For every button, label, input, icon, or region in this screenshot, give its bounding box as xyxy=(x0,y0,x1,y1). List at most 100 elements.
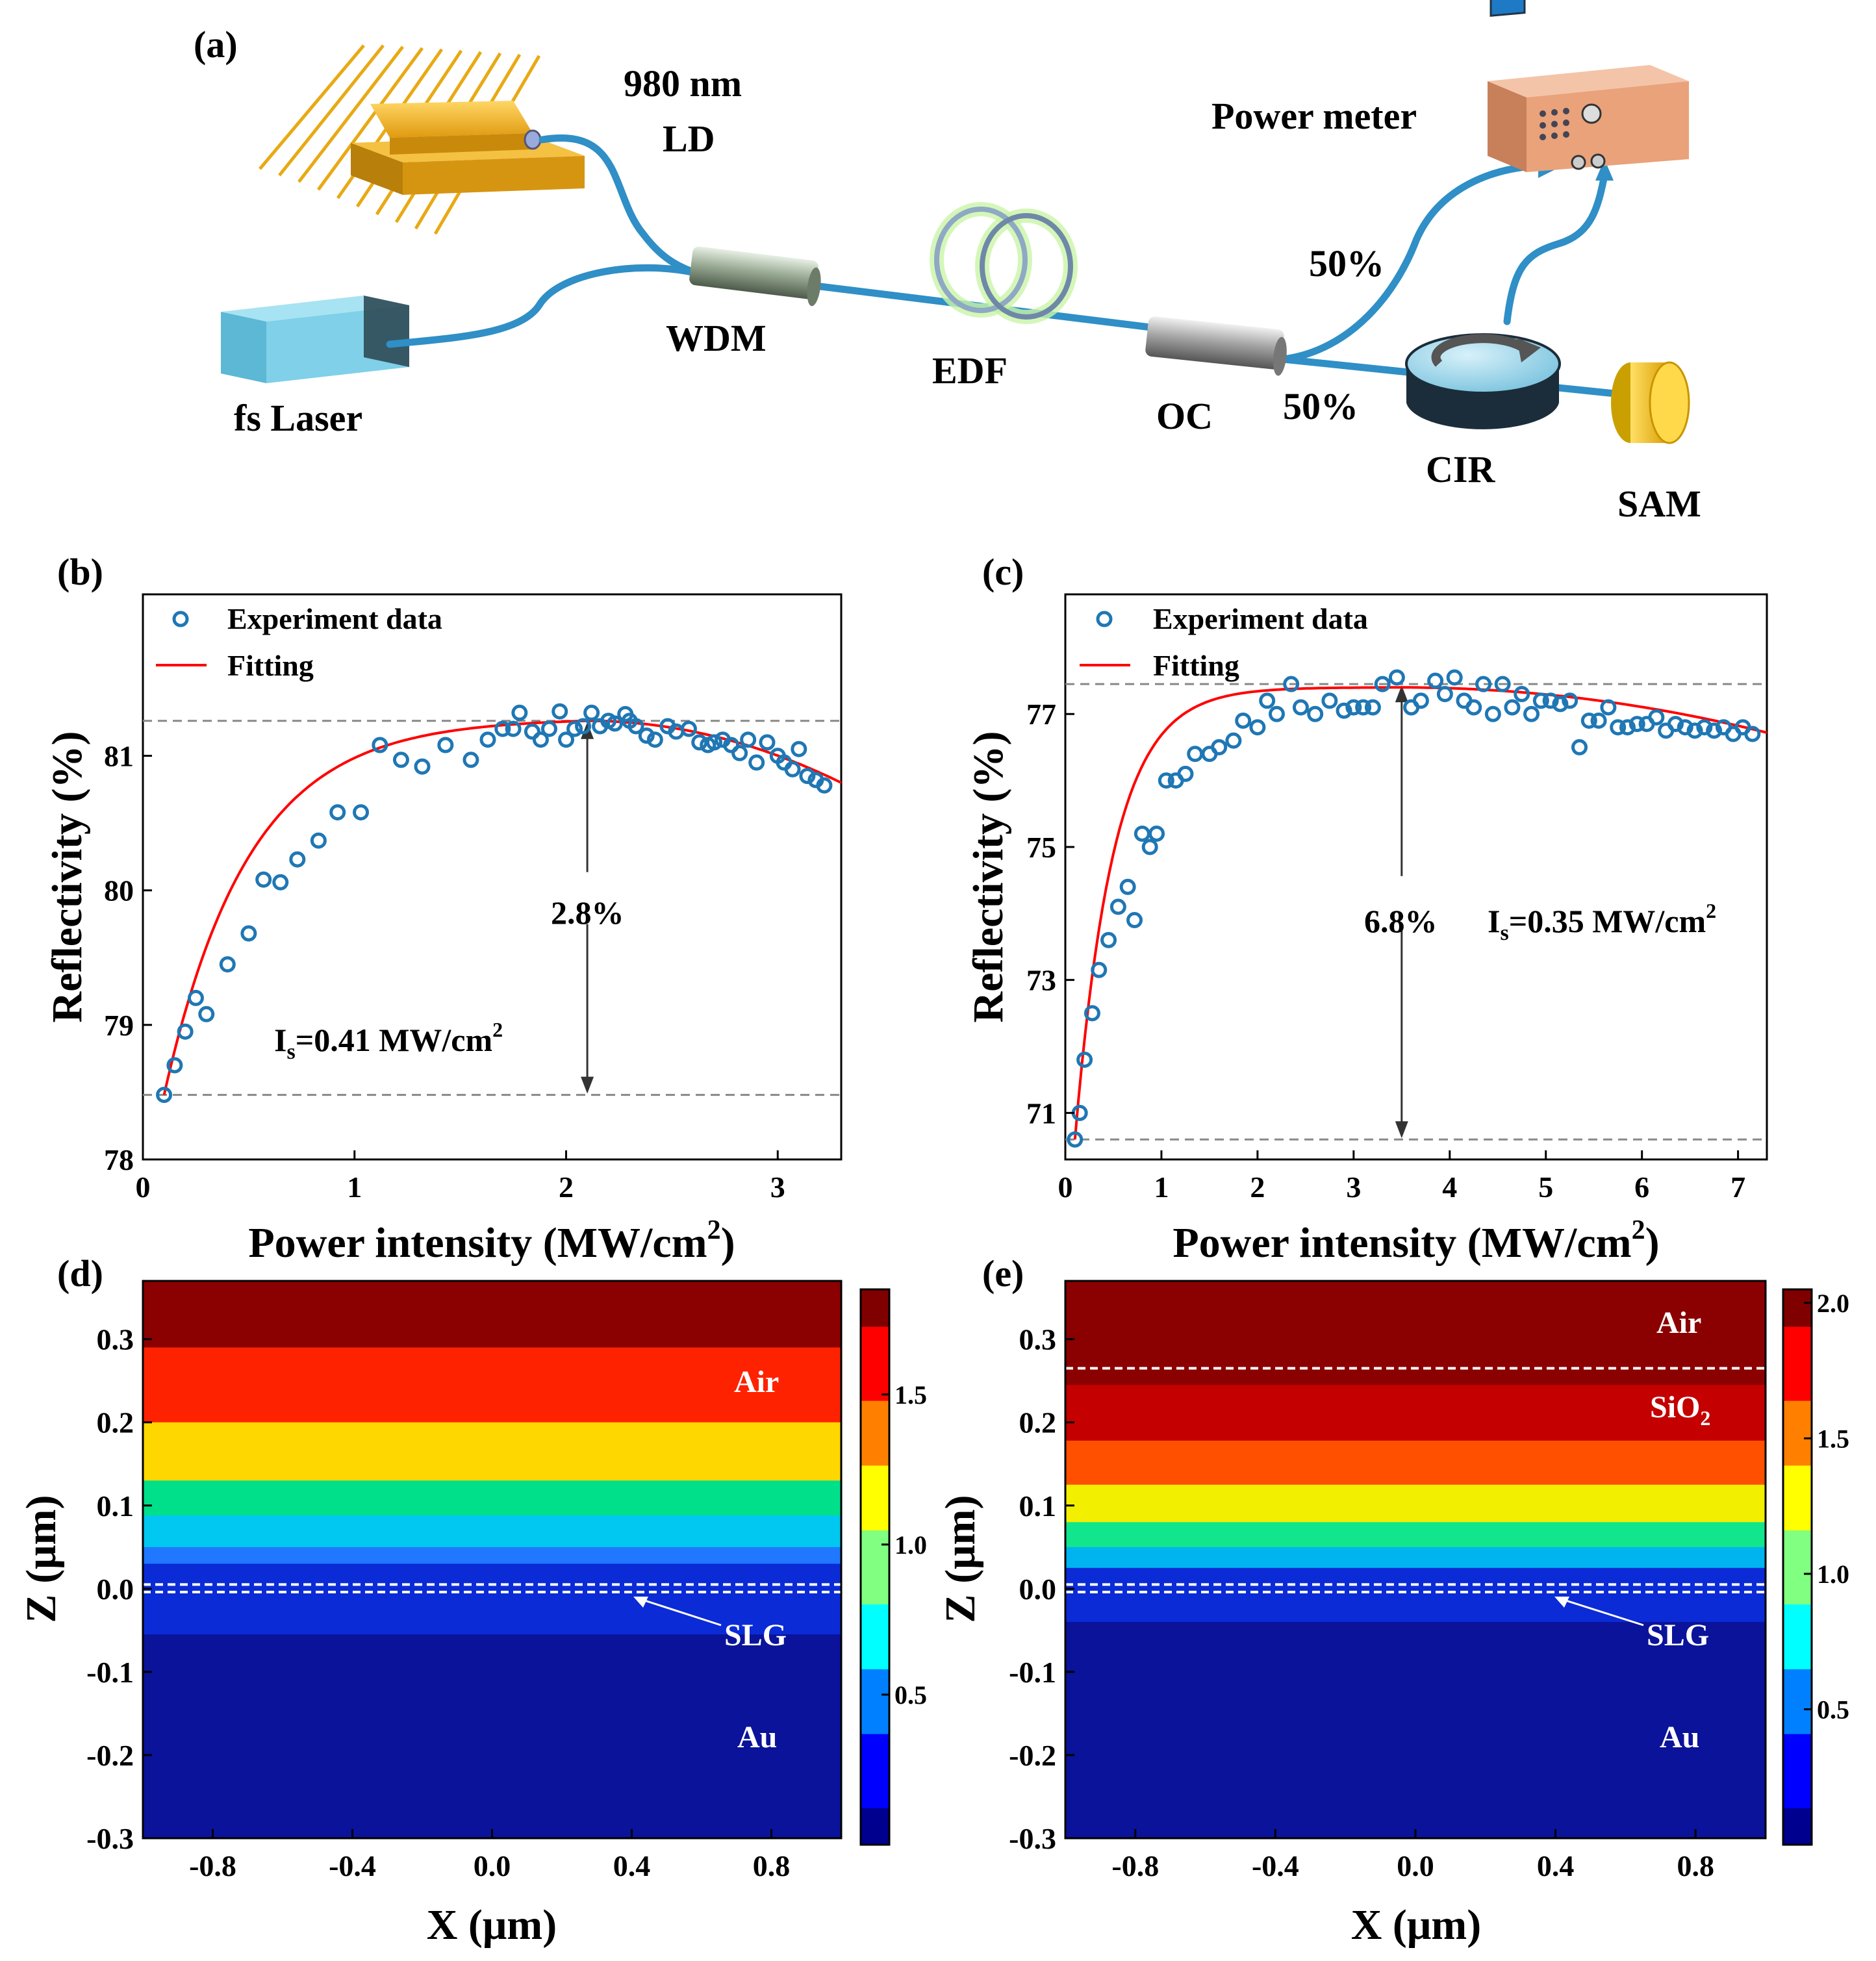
range-arrow-head-bottom-c xyxy=(1395,1121,1408,1139)
colorbar-segment-d xyxy=(861,1512,889,1521)
data-point-b xyxy=(372,737,388,753)
x-tick-label-e: 0.8 xyxy=(1677,1849,1714,1882)
colorbar-segment-e xyxy=(1783,1410,1812,1420)
data-point-b xyxy=(177,1023,194,1040)
data-point-b xyxy=(691,734,708,751)
data-point-b xyxy=(289,851,306,868)
data-point-c xyxy=(1158,772,1174,789)
colorbar-segment-d xyxy=(861,1400,889,1410)
data-point-c xyxy=(1494,676,1511,692)
data-point-c xyxy=(1677,719,1693,736)
power-meter-label: Power meter xyxy=(1211,95,1417,137)
data-point-c xyxy=(1610,719,1627,736)
colorbar-segment-d xyxy=(861,1623,889,1632)
data-point-c xyxy=(1141,839,1158,855)
legend-fit-b: Fitting xyxy=(227,649,314,682)
x-tick-label-e: 0.0 xyxy=(1397,1849,1434,1882)
data-point-b xyxy=(627,718,644,735)
y-tick-label-d: 0.0 xyxy=(97,1573,134,1606)
range-arrow-head-bottom-b xyxy=(581,1076,594,1094)
data-point-c xyxy=(1148,825,1165,842)
data-point-c xyxy=(1562,692,1578,709)
colorbar-segment-e xyxy=(1783,1567,1812,1577)
ylabel-c: Reflectivity (%) xyxy=(965,731,1012,1023)
data-point-c xyxy=(1109,898,1126,915)
data-point-b xyxy=(575,718,592,735)
data-point-c xyxy=(1067,1131,1084,1148)
colorbar-segment-e xyxy=(1783,1641,1812,1651)
colorbar-segment-d xyxy=(861,1650,889,1660)
colorbar-segment-d xyxy=(861,1558,889,1568)
colorbar-segment-e xyxy=(1783,1595,1812,1605)
fs-laser-box xyxy=(221,296,409,383)
data-point-c xyxy=(1211,739,1228,755)
field-band-e-3 xyxy=(1065,1484,1766,1523)
data-point-b xyxy=(437,737,454,753)
data-point-b xyxy=(558,731,575,748)
x-tick-label-d: 0.4 xyxy=(613,1849,651,1882)
edf-label: EDF xyxy=(932,349,1008,392)
data-point-b xyxy=(606,715,623,732)
colorbar-segment-e xyxy=(1783,1512,1812,1521)
annotation-b: Is=0.41 MW/cm2 xyxy=(274,1018,503,1064)
x-tick-label-b: 3 xyxy=(770,1170,785,1204)
colorbar-segment-d xyxy=(861,1706,889,1716)
field-band-e-5 xyxy=(1065,1547,1766,1569)
x-tick-label-c: 1 xyxy=(1154,1170,1169,1204)
data-point-c xyxy=(1571,739,1588,755)
plot-frame-b xyxy=(142,593,843,1161)
colorbar-segment-e xyxy=(1783,1826,1812,1836)
colorbar-segment-e xyxy=(1783,1576,1812,1586)
split-top-label: 50% xyxy=(1309,242,1384,285)
colorbar-segment-d xyxy=(861,1428,889,1438)
colorbar-segment-d xyxy=(861,1761,889,1771)
field-band-e-2 xyxy=(1065,1440,1766,1486)
colorbar-segment-e xyxy=(1783,1474,1812,1484)
x-tick-label-c: 6 xyxy=(1634,1170,1649,1204)
arrow-label-c: 6.8% xyxy=(1364,903,1438,939)
colorbar-segment-d xyxy=(861,1826,889,1836)
slg-pointer-d xyxy=(636,1597,722,1626)
data-point-b xyxy=(353,804,370,821)
colorbar-segment-d xyxy=(861,1604,889,1614)
data-point-c xyxy=(1235,712,1252,729)
colorbar-segment-e xyxy=(1783,1789,1812,1799)
colorbar-segment-e xyxy=(1783,1650,1812,1660)
data-point-b xyxy=(524,723,540,740)
data-point-c xyxy=(1706,722,1723,739)
data-point-c xyxy=(1091,961,1108,978)
data-point-b xyxy=(748,754,765,771)
colorbar-segment-d xyxy=(861,1539,889,1549)
panel-d-heatmap: (d) -0.8 -0.4 0.0 0.4 0.8 -0.3 -0.2 -0.1 0.0 0.1… xyxy=(18,1252,927,1949)
x-tick-label-e: -0.4 xyxy=(1252,1849,1299,1882)
colorbar-segment-e xyxy=(1783,1502,1812,1512)
colorbar-segment-e xyxy=(1783,1465,1812,1475)
colorbar-segment-d xyxy=(861,1715,889,1725)
wdm-label: WDM xyxy=(666,317,767,359)
colorbar-segment-d xyxy=(861,1567,889,1577)
colorbar-segment-d xyxy=(861,1632,889,1642)
label-au-d: Au xyxy=(737,1720,777,1754)
field-band-d-7 xyxy=(143,1634,841,1839)
colorbar-segment-d xyxy=(861,1780,889,1790)
colorbar-segment-d xyxy=(861,1345,889,1355)
ld-label: LD xyxy=(663,118,715,160)
fit-curve-c xyxy=(1073,686,1768,1140)
panel-e-label: (e) xyxy=(982,1252,1024,1295)
data-point-c xyxy=(1619,719,1636,736)
colorbar-segment-d xyxy=(861,1724,889,1734)
data-point-c xyxy=(1100,931,1117,948)
field-band-e-1 xyxy=(1065,1385,1766,1441)
colorbar-segment-e xyxy=(1783,1493,1812,1503)
panel-e-heatmap: (e) -0.8 -0.4 0.0 0.4 0.8 -0.3 -0.2 -0.1 0.0 0.1… xyxy=(937,1252,1849,1949)
data-point-c xyxy=(1504,699,1521,716)
data-point-c xyxy=(1268,705,1285,722)
data-point-c xyxy=(1084,1005,1100,1022)
legend-b: Experiment data Fitting xyxy=(156,602,442,682)
colorbar-segment-d xyxy=(861,1697,889,1706)
colorbar-segment-e xyxy=(1783,1289,1812,1299)
data-point-b xyxy=(272,874,289,891)
data-point-c xyxy=(1249,719,1266,736)
colorbar-segment-e xyxy=(1783,1798,1812,1808)
colorbar-segment-d xyxy=(861,1391,889,1401)
